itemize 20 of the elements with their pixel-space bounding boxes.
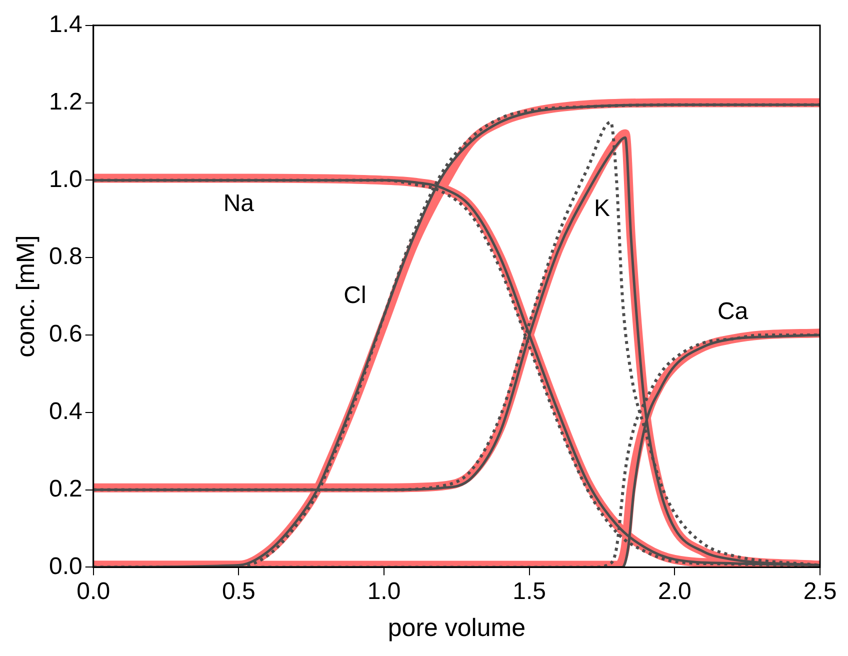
annotation: Na [223,190,255,217]
annotation: K [594,195,610,222]
x-tick-label: 0.5 [222,578,256,606]
y-tick-label: 0.6 [48,320,82,348]
y-axis-title: conc. [mM] [12,235,40,358]
y-tick-label: 0.0 [48,552,82,580]
x-tick-label: 1.0 [367,578,401,606]
y-tick-label: 1.2 [48,88,82,116]
annotation: Ca [717,298,749,326]
x-tick-label: 0.0 [76,578,110,606]
y-tick-label: 0.4 [48,398,82,426]
y-tick-label: 1.0 [48,166,82,193]
x-axis-title: pore volume [388,614,526,642]
y-tick-label: 0.8 [48,243,82,270]
y-tick-label: 0.2 [48,475,82,502]
x-tick-label: 1.5 [512,578,546,606]
x-tick-label: 2.5 [803,578,837,606]
x-tick-label: 2.0 [658,578,692,606]
y-tick-label: 1.4 [48,11,82,38]
annotation: Cl [344,282,366,309]
